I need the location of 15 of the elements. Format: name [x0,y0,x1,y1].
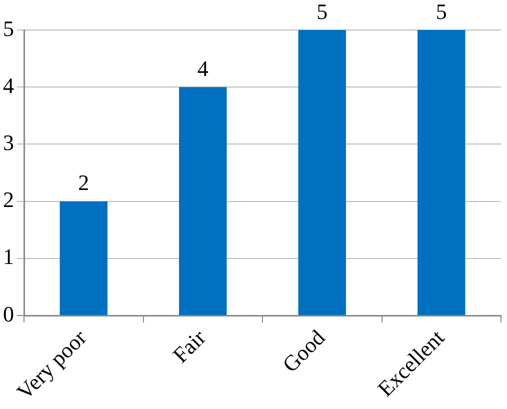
x-tick-label: Fair [168,324,211,368]
y-tick-label: 0 [3,301,14,326]
data-label: 5 [436,0,447,24]
bar [60,201,108,316]
y-tick-label: 2 [3,187,14,212]
bar [298,30,346,316]
y-tick-label: 4 [3,72,14,98]
y-tick-label: 1 [3,244,14,270]
data-label: 4 [197,56,208,81]
y-tick-label: 5 [3,16,14,41]
data-label: 5 [316,0,328,24]
bar [179,87,227,316]
bar [418,30,466,316]
data-label: 2 [78,170,90,196]
y-tick-label: 3 [3,130,14,156]
